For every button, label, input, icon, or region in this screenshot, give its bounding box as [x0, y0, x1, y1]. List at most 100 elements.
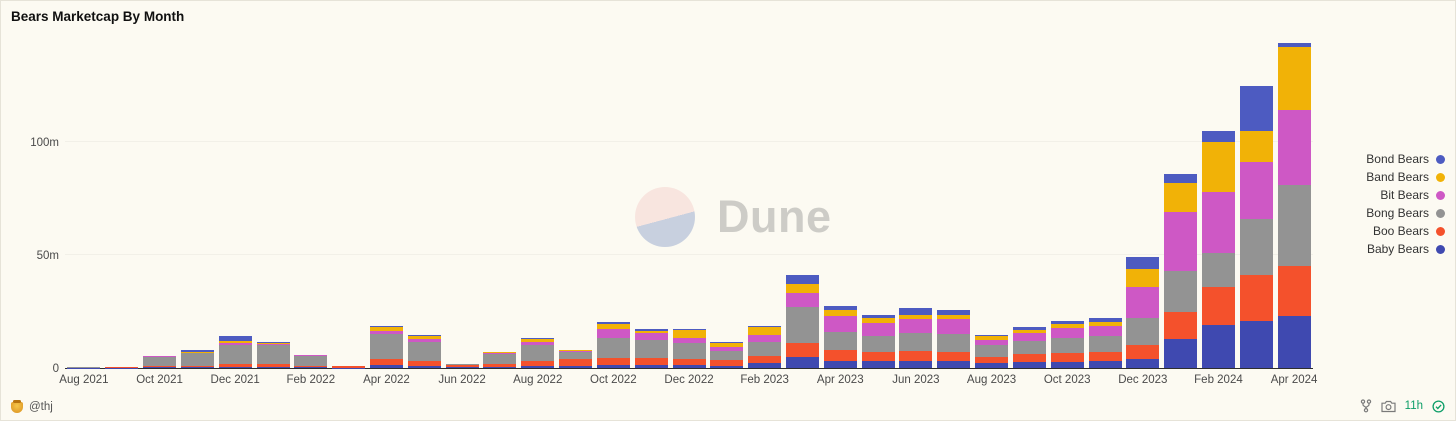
bar-segment-bond-bears[interactable]: [899, 308, 933, 315]
bar-segment-bong-bears[interactable]: [975, 345, 1009, 357]
bar-segment-baby-bears[interactable]: [483, 366, 517, 368]
bar-segment-bond-bears[interactable]: [521, 337, 555, 339]
bar-segment-band-bears[interactable]: [407, 336, 441, 339]
bar-segment-boo-bears[interactable]: [180, 365, 214, 367]
bar-segment-bong-bears[interactable]: [559, 352, 593, 359]
bar-segment-band-bears[interactable]: [256, 343, 290, 345]
bar-segment-bong-bears[interactable]: [1164, 270, 1198, 312]
bar-segment-bond-bears[interactable]: [1164, 173, 1198, 183]
bar-segment-boo-bears[interactable]: [785, 343, 819, 357]
fork-icon[interactable]: [1360, 399, 1372, 413]
bar-segment-bond-bears[interactable]: [369, 326, 403, 328]
bar-segment-bong-bears[interactable]: [672, 343, 706, 359]
bar-segment-bond-bears[interactable]: [407, 335, 441, 337]
bar-segment-baby-bears[interactable]: [559, 365, 593, 368]
bar-segment-bong-bears[interactable]: [445, 363, 479, 365]
legend-item-bond-bears[interactable]: Bond Bears: [1366, 152, 1445, 166]
bar-segment-baby-bears[interactable]: [1277, 316, 1311, 368]
bar-segment-bong-bears[interactable]: [899, 333, 933, 352]
bar-segment-bond-bears[interactable]: [180, 349, 214, 353]
camera-icon[interactable]: [1381, 400, 1396, 413]
bar-segment-boo-bears[interactable]: [1277, 266, 1311, 317]
bar-segment-bong-bears[interactable]: [521, 345, 555, 362]
bar-segment-bit-bears[interactable]: [1126, 286, 1160, 319]
bar-segment-boo-bears[interactable]: [672, 358, 706, 365]
bar-segment-boo-bears[interactable]: [1088, 352, 1122, 362]
bar-mar-2022[interactable]: [332, 365, 366, 368]
bar-segment-bong-bears[interactable]: [596, 337, 630, 358]
bar-segment-band-bears[interactable]: [559, 349, 593, 352]
bar-segment-bong-bears[interactable]: [1277, 184, 1311, 267]
bar-segment-bong-bears[interactable]: [785, 307, 819, 344]
bar-segment-bond-bears[interactable]: [1126, 257, 1160, 269]
bar-segment-boo-bears[interactable]: [823, 349, 857, 362]
bar-sep-2021[interactable]: [105, 366, 139, 368]
bar-segment-band-bears[interactable]: [975, 336, 1009, 340]
bar-segment-bond-bears[interactable]: [975, 335, 1009, 337]
bar-segment-bit-bears[interactable]: [256, 344, 290, 346]
legend-item-boo-bears[interactable]: Boo Bears: [1373, 224, 1445, 238]
bar-oct-2021[interactable]: [143, 355, 177, 368]
bar-segment-baby-bears[interactable]: [1201, 325, 1235, 368]
bar-segment-bit-bears[interactable]: [710, 346, 744, 352]
bar-segment-bond-bears[interactable]: [1277, 42, 1311, 48]
bar-segment-boo-bears[interactable]: [407, 361, 441, 366]
bar-segment-bong-bears[interactable]: [143, 356, 177, 367]
bar-segment-bit-bears[interactable]: [407, 338, 441, 343]
bar-segment-bit-bears[interactable]: [180, 352, 214, 354]
bar-feb-2022[interactable]: [294, 354, 328, 368]
bar-segment-baby-bears[interactable]: [823, 361, 857, 368]
bar-segment-bong-bears[interactable]: [180, 353, 214, 366]
bar-jun-2023[interactable]: [899, 308, 933, 368]
bar-segment-bit-bears[interactable]: [861, 322, 895, 337]
bar-segment-boo-bears[interactable]: [521, 361, 555, 366]
bar-segment-bong-bears[interactable]: [483, 354, 517, 364]
bar-nov-2021[interactable]: [180, 349, 214, 368]
bar-apr-2022[interactable]: [369, 326, 403, 368]
bar-segment-boo-bears[interactable]: [559, 358, 593, 366]
bar-segment-bit-bears[interactable]: [1239, 162, 1273, 219]
bar-dec-2023[interactable]: [1126, 257, 1160, 368]
bar-segment-bong-bears[interactable]: [1126, 318, 1160, 346]
bar-segment-bond-bears[interactable]: [634, 328, 668, 331]
bar-segment-bit-bears[interactable]: [937, 319, 971, 335]
bar-segment-band-bears[interactable]: [861, 318, 895, 323]
bar-segment-bong-bears[interactable]: [634, 339, 668, 358]
bar-segment-baby-bears[interactable]: [521, 365, 555, 368]
bar-segment-bong-bears[interactable]: [861, 336, 895, 353]
bar-segment-band-bears[interactable]: [785, 284, 819, 294]
bar-may-2022[interactable]: [407, 335, 441, 368]
bar-segment-baby-bears[interactable]: [256, 366, 290, 368]
bar-segment-bit-bears[interactable]: [483, 353, 517, 355]
bar-segment-bit-bears[interactable]: [823, 316, 857, 332]
bar-apr-2023[interactable]: [823, 305, 857, 368]
bar-segment-baby-bears[interactable]: [672, 364, 706, 368]
bar-segment-baby-bears[interactable]: [785, 356, 819, 368]
bar-segment-bong-bears[interactable]: [1201, 252, 1235, 287]
bar-segment-bit-bears[interactable]: [521, 342, 555, 346]
bar-segment-bond-bears[interactable]: [596, 321, 630, 324]
bar-aug-2022[interactable]: [521, 337, 555, 368]
bar-segment-boo-bears[interactable]: [861, 352, 895, 362]
bar-segment-bond-bears[interactable]: [1201, 130, 1235, 143]
bar-sep-2022[interactable]: [559, 349, 593, 368]
bar-segment-boo-bears[interactable]: [596, 357, 630, 365]
bar-segment-bit-bears[interactable]: [596, 328, 630, 338]
bar-segment-boo-bears[interactable]: [218, 364, 252, 367]
bar-segment-band-bears[interactable]: [748, 327, 782, 336]
bar-segment-bong-bears[interactable]: [369, 334, 403, 359]
legend-item-band-bears[interactable]: Band Bears: [1366, 170, 1445, 184]
bar-segment-bit-bears[interactable]: [1012, 333, 1046, 341]
bar-segment-baby-bears[interactable]: [899, 361, 933, 368]
bar-segment-bond-bears[interactable]: [785, 275, 819, 285]
bar-segment-bit-bears[interactable]: [1201, 191, 1235, 253]
legend-item-bit-bears[interactable]: Bit Bears: [1380, 188, 1445, 202]
bar-segment-baby-bears[interactable]: [1050, 362, 1084, 368]
bar-segment-boo-bears[interactable]: [369, 358, 403, 365]
bar-jun-2022[interactable]: [445, 363, 479, 368]
bar-dec-2021[interactable]: [218, 336, 252, 368]
bar-sep-2023[interactable]: [1012, 327, 1046, 368]
bar-jan-2024[interactable]: [1164, 173, 1198, 368]
bar-segment-band-bears[interactable]: [1088, 321, 1122, 327]
bar-segment-band-bears[interactable]: [1277, 47, 1311, 111]
